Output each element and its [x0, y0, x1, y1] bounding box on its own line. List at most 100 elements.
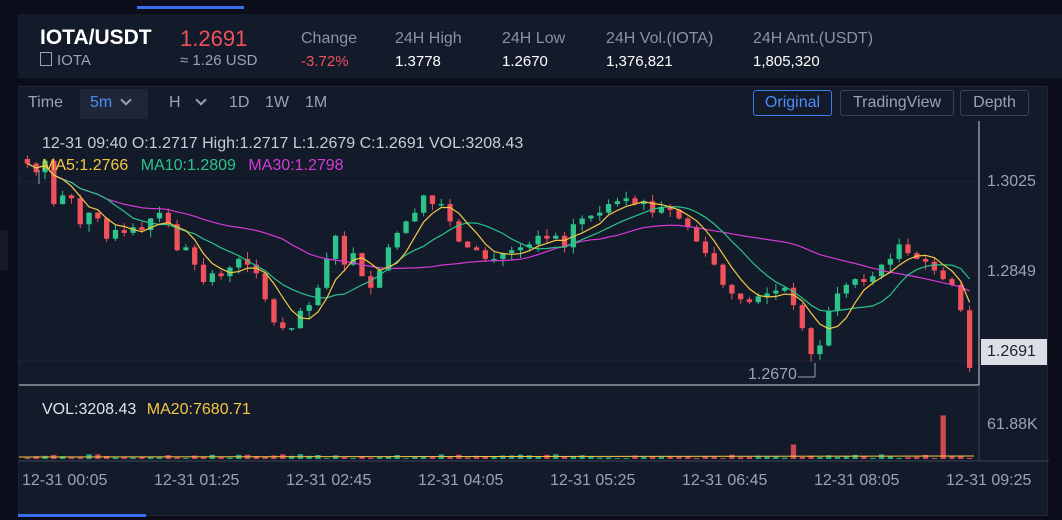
candle-body	[236, 258, 242, 268]
stat-value: 1.3778	[395, 53, 441, 70]
candle-body	[931, 261, 938, 271]
volume-bar	[104, 455, 110, 459]
volume-bar	[447, 457, 453, 459]
candle-body	[68, 195, 75, 199]
candle-body	[271, 299, 277, 323]
volume-bar	[429, 456, 436, 459]
top-strip	[0, 0, 1062, 10]
candle-body	[288, 328, 295, 330]
candle-body	[887, 258, 893, 265]
time-tick: 12-31 00:05	[22, 472, 108, 489]
interval-select[interactable]	[80, 89, 148, 119]
candle-body	[139, 227, 145, 231]
volume-bar	[570, 456, 576, 459]
volume-bar	[958, 455, 964, 459]
volume-ma20: MA20:7680.71	[146, 401, 251, 418]
candle-body	[262, 273, 268, 300]
volume-bar	[878, 454, 885, 459]
volume-bar	[966, 457, 973, 459]
stat-label: 24H High	[395, 30, 462, 47]
candle-body	[764, 293, 770, 297]
hour-select[interactable]: H	[169, 94, 207, 112]
interval-1w[interactable]: 1W	[265, 94, 289, 111]
volume-bar	[148, 457, 154, 459]
stat-label: 24H Amt.(USDT)	[753, 30, 874, 47]
ma10-line	[27, 163, 971, 313]
volume-bar	[33, 456, 39, 459]
volume-bar	[200, 456, 207, 459]
time-tick: 12-31 02:45	[286, 472, 372, 489]
candle-body	[209, 273, 215, 282]
stat-label: 24H Low	[502, 30, 566, 47]
pair-title[interactable]: IOTA/USDT	[40, 26, 152, 49]
stat-24h-low: 24H Low 1.2670	[502, 30, 565, 70]
view-original-button[interactable]: Original	[753, 90, 832, 116]
volume-bar	[579, 455, 585, 459]
volume-bar	[421, 456, 427, 459]
candle-body	[966, 310, 973, 368]
stat-change: Change -3.72%	[301, 30, 357, 70]
volume-bar	[588, 456, 594, 459]
candle-body	[130, 227, 136, 233]
candle-body	[324, 258, 330, 288]
candle-body	[42, 160, 48, 173]
volume-bar	[914, 456, 920, 459]
ma5-value: MA5:1.2766	[42, 157, 129, 174]
volume-bar	[764, 456, 770, 459]
volume-bar	[896, 457, 902, 459]
volume-bar	[465, 457, 471, 459]
volume-bar	[922, 454, 929, 459]
volume-bar	[658, 456, 665, 459]
volume-bar	[324, 458, 330, 459]
volume-bar	[905, 457, 911, 459]
volume-bar	[77, 457, 83, 459]
stat-value: -3.72%	[301, 53, 349, 70]
candle-body	[623, 198, 629, 202]
view-depth-button[interactable]: Depth	[960, 90, 1029, 116]
volume-bar	[940, 415, 946, 459]
volume-bar	[782, 457, 788, 459]
volume-ma20-line	[19, 455, 975, 458]
kline-chart[interactable]	[19, 87, 1049, 517]
volume-bar	[738, 457, 744, 459]
interval-value[interactable]: 5m	[90, 94, 132, 112]
volume-bar	[535, 456, 541, 459]
candle-body	[297, 310, 304, 329]
candle-body	[597, 212, 603, 216]
candle-body	[685, 218, 691, 228]
candle-body	[244, 258, 251, 265]
volume-bar	[605, 457, 612, 459]
volume-bar	[729, 454, 735, 459]
volume-bar	[861, 456, 867, 459]
candle-body	[588, 215, 594, 219]
candle-body	[896, 244, 902, 259]
volume-bar	[526, 455, 532, 459]
interval-1m[interactable]: 1M	[305, 94, 328, 111]
candle-body	[861, 279, 867, 282]
candle-body	[738, 293, 744, 300]
candle-body	[200, 264, 207, 282]
volume-bar	[931, 458, 938, 459]
candle-body	[517, 247, 524, 251]
candle-body	[104, 218, 110, 239]
volume-bar	[852, 454, 858, 459]
interval-1d[interactable]: 1D	[229, 94, 250, 111]
volume-bar	[68, 457, 75, 459]
volume-bar	[685, 456, 691, 459]
view-tradingview-button[interactable]: TradingView	[840, 90, 954, 116]
volume-bar	[826, 455, 832, 459]
candle-body	[509, 250, 515, 254]
time-tick: 12-31 06:45	[682, 472, 768, 489]
candle-body	[156, 212, 163, 219]
volume-bar	[773, 456, 779, 459]
volume-bar	[218, 457, 224, 459]
volume-bar	[799, 456, 805, 459]
candle-body	[412, 212, 418, 222]
volume-bar	[112, 457, 119, 459]
chevron-down-icon	[120, 94, 132, 106]
volume-bar	[561, 456, 568, 459]
candle-body	[711, 253, 717, 265]
time-tick: 12-31 08:05	[814, 472, 900, 489]
ma5-line	[27, 163, 971, 330]
volume-bar	[632, 455, 638, 459]
